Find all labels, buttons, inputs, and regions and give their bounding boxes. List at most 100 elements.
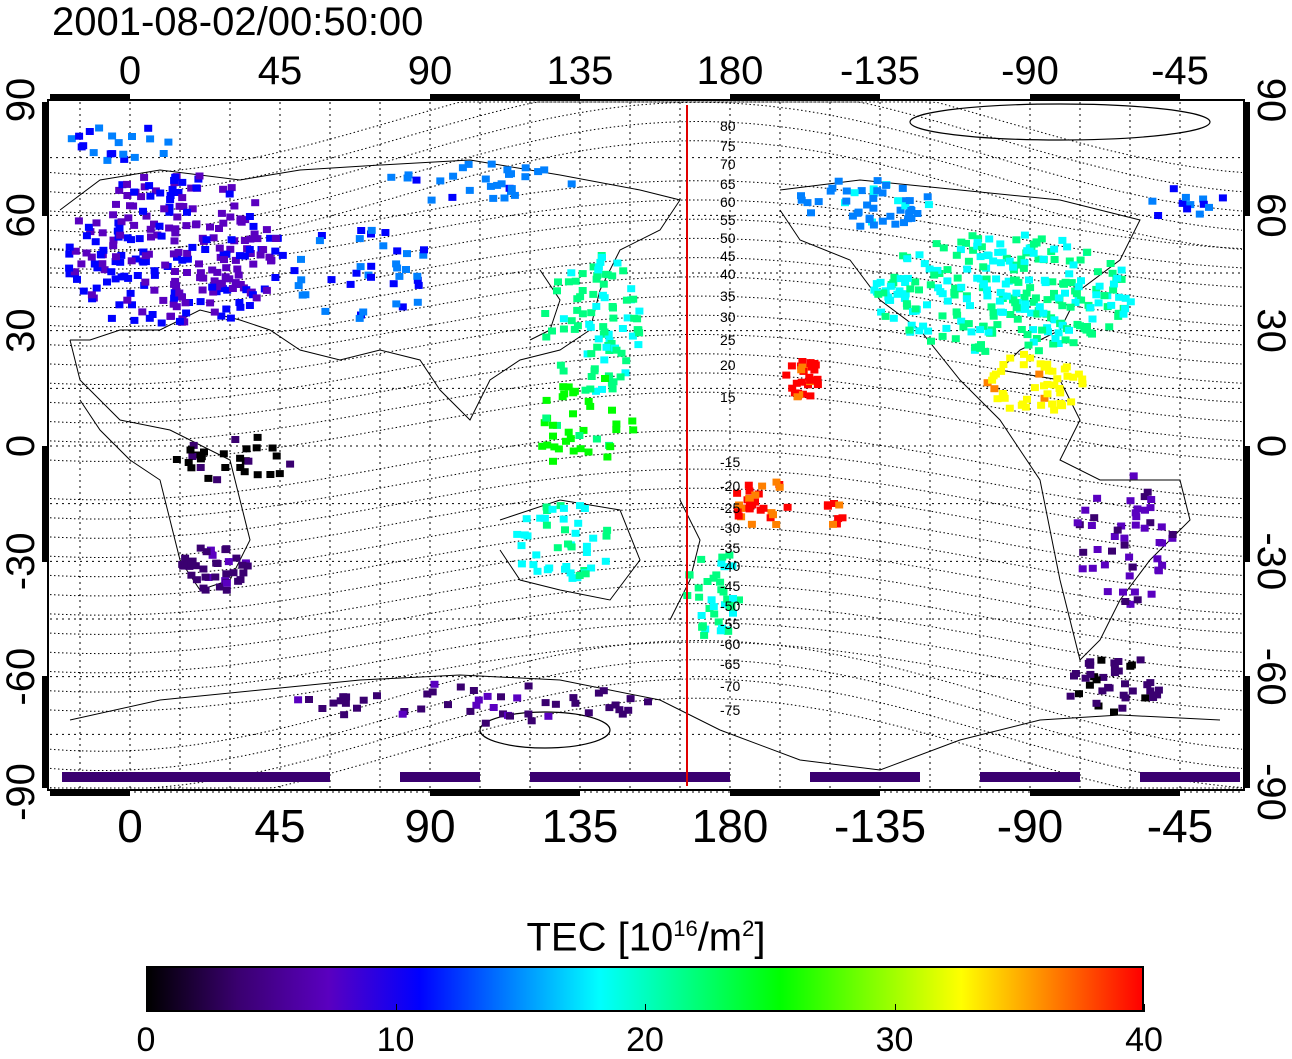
tec-data-point bbox=[1043, 324, 1052, 332]
tec-data-point bbox=[183, 249, 192, 257]
tec-data-band bbox=[400, 772, 480, 782]
tec-data-point bbox=[230, 202, 239, 210]
tec-data-point bbox=[586, 385, 595, 393]
tec-data-point bbox=[71, 247, 80, 255]
tec-data-point bbox=[196, 455, 205, 463]
tec-data-point bbox=[183, 208, 191, 216]
tec-data-point bbox=[1083, 323, 1091, 330]
tec-data-point bbox=[1125, 553, 1134, 561]
tec-data-point bbox=[598, 253, 606, 261]
tec-data-point bbox=[233, 265, 242, 273]
tec-data-point bbox=[174, 248, 183, 256]
tec-data-point bbox=[85, 128, 94, 135]
tec-data-point bbox=[521, 173, 530, 181]
tec-data-point bbox=[534, 168, 543, 176]
tec-data-point bbox=[1076, 322, 1084, 330]
tec-data-point bbox=[106, 150, 115, 158]
tec-data-point bbox=[166, 312, 175, 320]
tec-data-point bbox=[576, 445, 585, 453]
tec-data-point bbox=[578, 287, 587, 294]
tec-data-point bbox=[74, 217, 83, 225]
tec-data-point bbox=[178, 256, 187, 264]
tec-data-point bbox=[886, 282, 895, 290]
tec-data-point bbox=[995, 297, 1004, 305]
tec-data-point bbox=[1020, 259, 1029, 267]
tec-data-point bbox=[1039, 309, 1048, 317]
tec-data-point bbox=[745, 505, 754, 513]
tec-data-point bbox=[210, 277, 219, 285]
tec-data-point bbox=[957, 283, 966, 291]
left-lat-label: -30 bbox=[0, 532, 43, 590]
contour-label: 60 bbox=[720, 194, 736, 210]
tec-data-point bbox=[962, 239, 970, 247]
tec-data-point bbox=[187, 571, 196, 579]
tec-data-point bbox=[1005, 404, 1014, 412]
tec-data-point bbox=[465, 186, 474, 194]
tec-data-point bbox=[256, 251, 265, 259]
tec-data-point bbox=[1056, 389, 1065, 397]
tec-data-point bbox=[226, 245, 235, 253]
tec-data-point bbox=[733, 489, 742, 497]
tec-data-point bbox=[1039, 255, 1048, 263]
tec-data-point bbox=[550, 443, 559, 451]
tec-data-point bbox=[835, 501, 844, 509]
tec-data-point bbox=[695, 593, 704, 601]
tec-data-point bbox=[1040, 394, 1049, 402]
tec-data-point bbox=[169, 300, 178, 308]
tec-data-point bbox=[745, 494, 754, 502]
tec-data-point bbox=[103, 156, 112, 164]
top-lon-label: -90 bbox=[1001, 49, 1059, 93]
tec-data-point bbox=[140, 183, 149, 191]
tec-data-point bbox=[886, 212, 895, 220]
tec-data-point bbox=[1168, 531, 1177, 538]
tec-data-point bbox=[904, 215, 913, 223]
tec-data-point bbox=[278, 251, 287, 259]
tec-data-point bbox=[608, 385, 617, 393]
tec-data-point bbox=[571, 277, 580, 285]
tec-data-point bbox=[1077, 296, 1086, 304]
tec-data-point bbox=[952, 251, 961, 259]
tec-data-point bbox=[907, 207, 916, 214]
tec-data-point bbox=[367, 226, 376, 234]
tec-data-point bbox=[182, 309, 191, 317]
tec-data-point bbox=[797, 196, 806, 204]
tec-data-point bbox=[199, 584, 208, 592]
tec-data-point bbox=[243, 562, 252, 570]
tec-data-point bbox=[123, 180, 131, 188]
tec-data-point bbox=[1076, 256, 1085, 264]
tec-data-point bbox=[1105, 684, 1114, 692]
tec-data-point bbox=[979, 263, 988, 271]
tec-data-point bbox=[403, 174, 412, 182]
tec-data-point bbox=[112, 253, 120, 261]
tec-data-band bbox=[1140, 772, 1240, 782]
graticule bbox=[50, 99, 1242, 793]
tec-data-point bbox=[616, 373, 625, 381]
tec-data-point bbox=[907, 321, 916, 329]
tec-data-point bbox=[181, 299, 190, 307]
tec-data-point bbox=[231, 256, 240, 264]
contour-label: 35 bbox=[720, 288, 736, 304]
tec-data-point bbox=[603, 526, 612, 534]
tec-data-point bbox=[878, 217, 887, 225]
tec-data-point bbox=[253, 235, 262, 243]
tec-data-point bbox=[218, 285, 227, 293]
tec-data-point bbox=[188, 243, 197, 251]
tec-data-point bbox=[714, 618, 723, 626]
tec-data-point bbox=[569, 694, 578, 702]
tec-data-point bbox=[1154, 567, 1163, 575]
tec-data-point bbox=[1126, 298, 1135, 306]
tec-data-point bbox=[1037, 235, 1046, 243]
tec-data-point bbox=[956, 246, 965, 254]
colorbar-title: TEC [1016/m2] bbox=[526, 915, 766, 960]
tec-data-point bbox=[339, 693, 348, 701]
tec-data-point bbox=[327, 276, 336, 284]
tec-data-point bbox=[605, 704, 614, 712]
tec-data-point bbox=[622, 296, 631, 304]
tec-data-point bbox=[1069, 261, 1078, 269]
tec-data-point bbox=[112, 200, 120, 208]
tec-data-point bbox=[168, 186, 177, 193]
tec-data-point bbox=[548, 505, 557, 513]
tec-data-point bbox=[246, 235, 255, 243]
contour-label: 80 bbox=[720, 118, 736, 134]
tec-data-point bbox=[575, 572, 584, 579]
